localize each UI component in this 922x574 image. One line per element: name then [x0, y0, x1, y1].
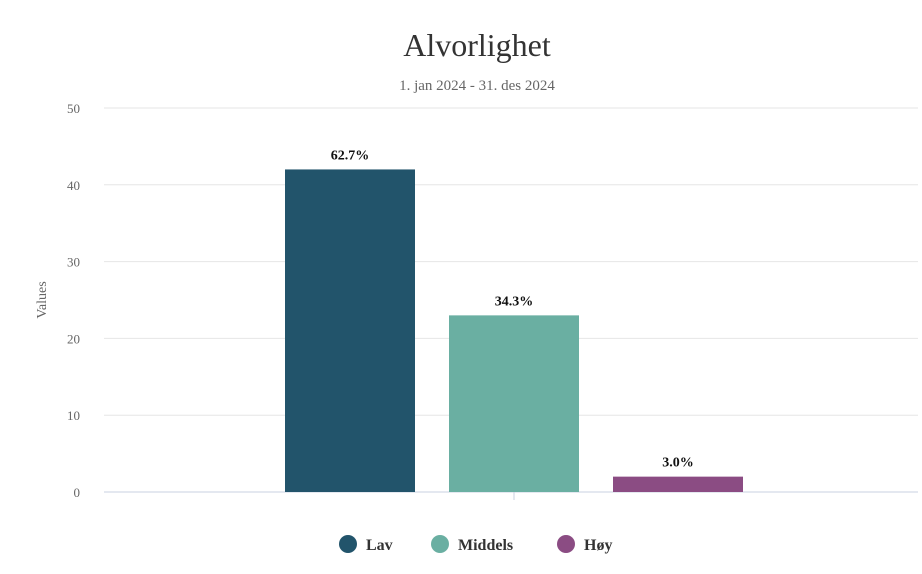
y-tick-label: 0 — [74, 485, 81, 500]
y-tick-label: 30 — [67, 255, 80, 270]
bar-lav[interactable] — [285, 169, 415, 492]
legend-item-lav[interactable]: Lav — [339, 535, 393, 554]
data-label-lav: 62.7% — [331, 148, 370, 163]
data-label-høy: 3.0% — [662, 456, 694, 471]
legend: Lav Middels Høy — [339, 535, 612, 554]
data-label-middels: 34.3% — [495, 294, 534, 309]
y-axis-label: Values — [35, 281, 50, 318]
y-tick-label: 10 — [67, 408, 80, 423]
legend-swatch — [339, 535, 357, 553]
y-axis-ticks: 0 10 20 30 40 50 — [67, 101, 80, 500]
legend-swatch — [431, 535, 449, 553]
bar-middels[interactable] — [449, 315, 579, 492]
legend-label: Middels — [458, 537, 513, 554]
y-tick-label: 20 — [67, 331, 80, 346]
legend-label: Lav — [366, 537, 393, 554]
legend-item-høy[interactable]: Høy — [557, 535, 612, 554]
legend-item-middels[interactable]: Middels — [431, 535, 513, 554]
chart-subtitle: 1. jan 2024 - 31. des 2024 — [399, 78, 555, 94]
chart-title: Alvorlighet — [403, 27, 551, 63]
y-tick-label: 50 — [67, 101, 80, 116]
legend-swatch — [557, 535, 575, 553]
bars — [285, 169, 743, 492]
legend-label: Høy — [584, 537, 612, 554]
bar-høy[interactable] — [613, 477, 743, 492]
y-tick-label: 40 — [67, 178, 80, 193]
